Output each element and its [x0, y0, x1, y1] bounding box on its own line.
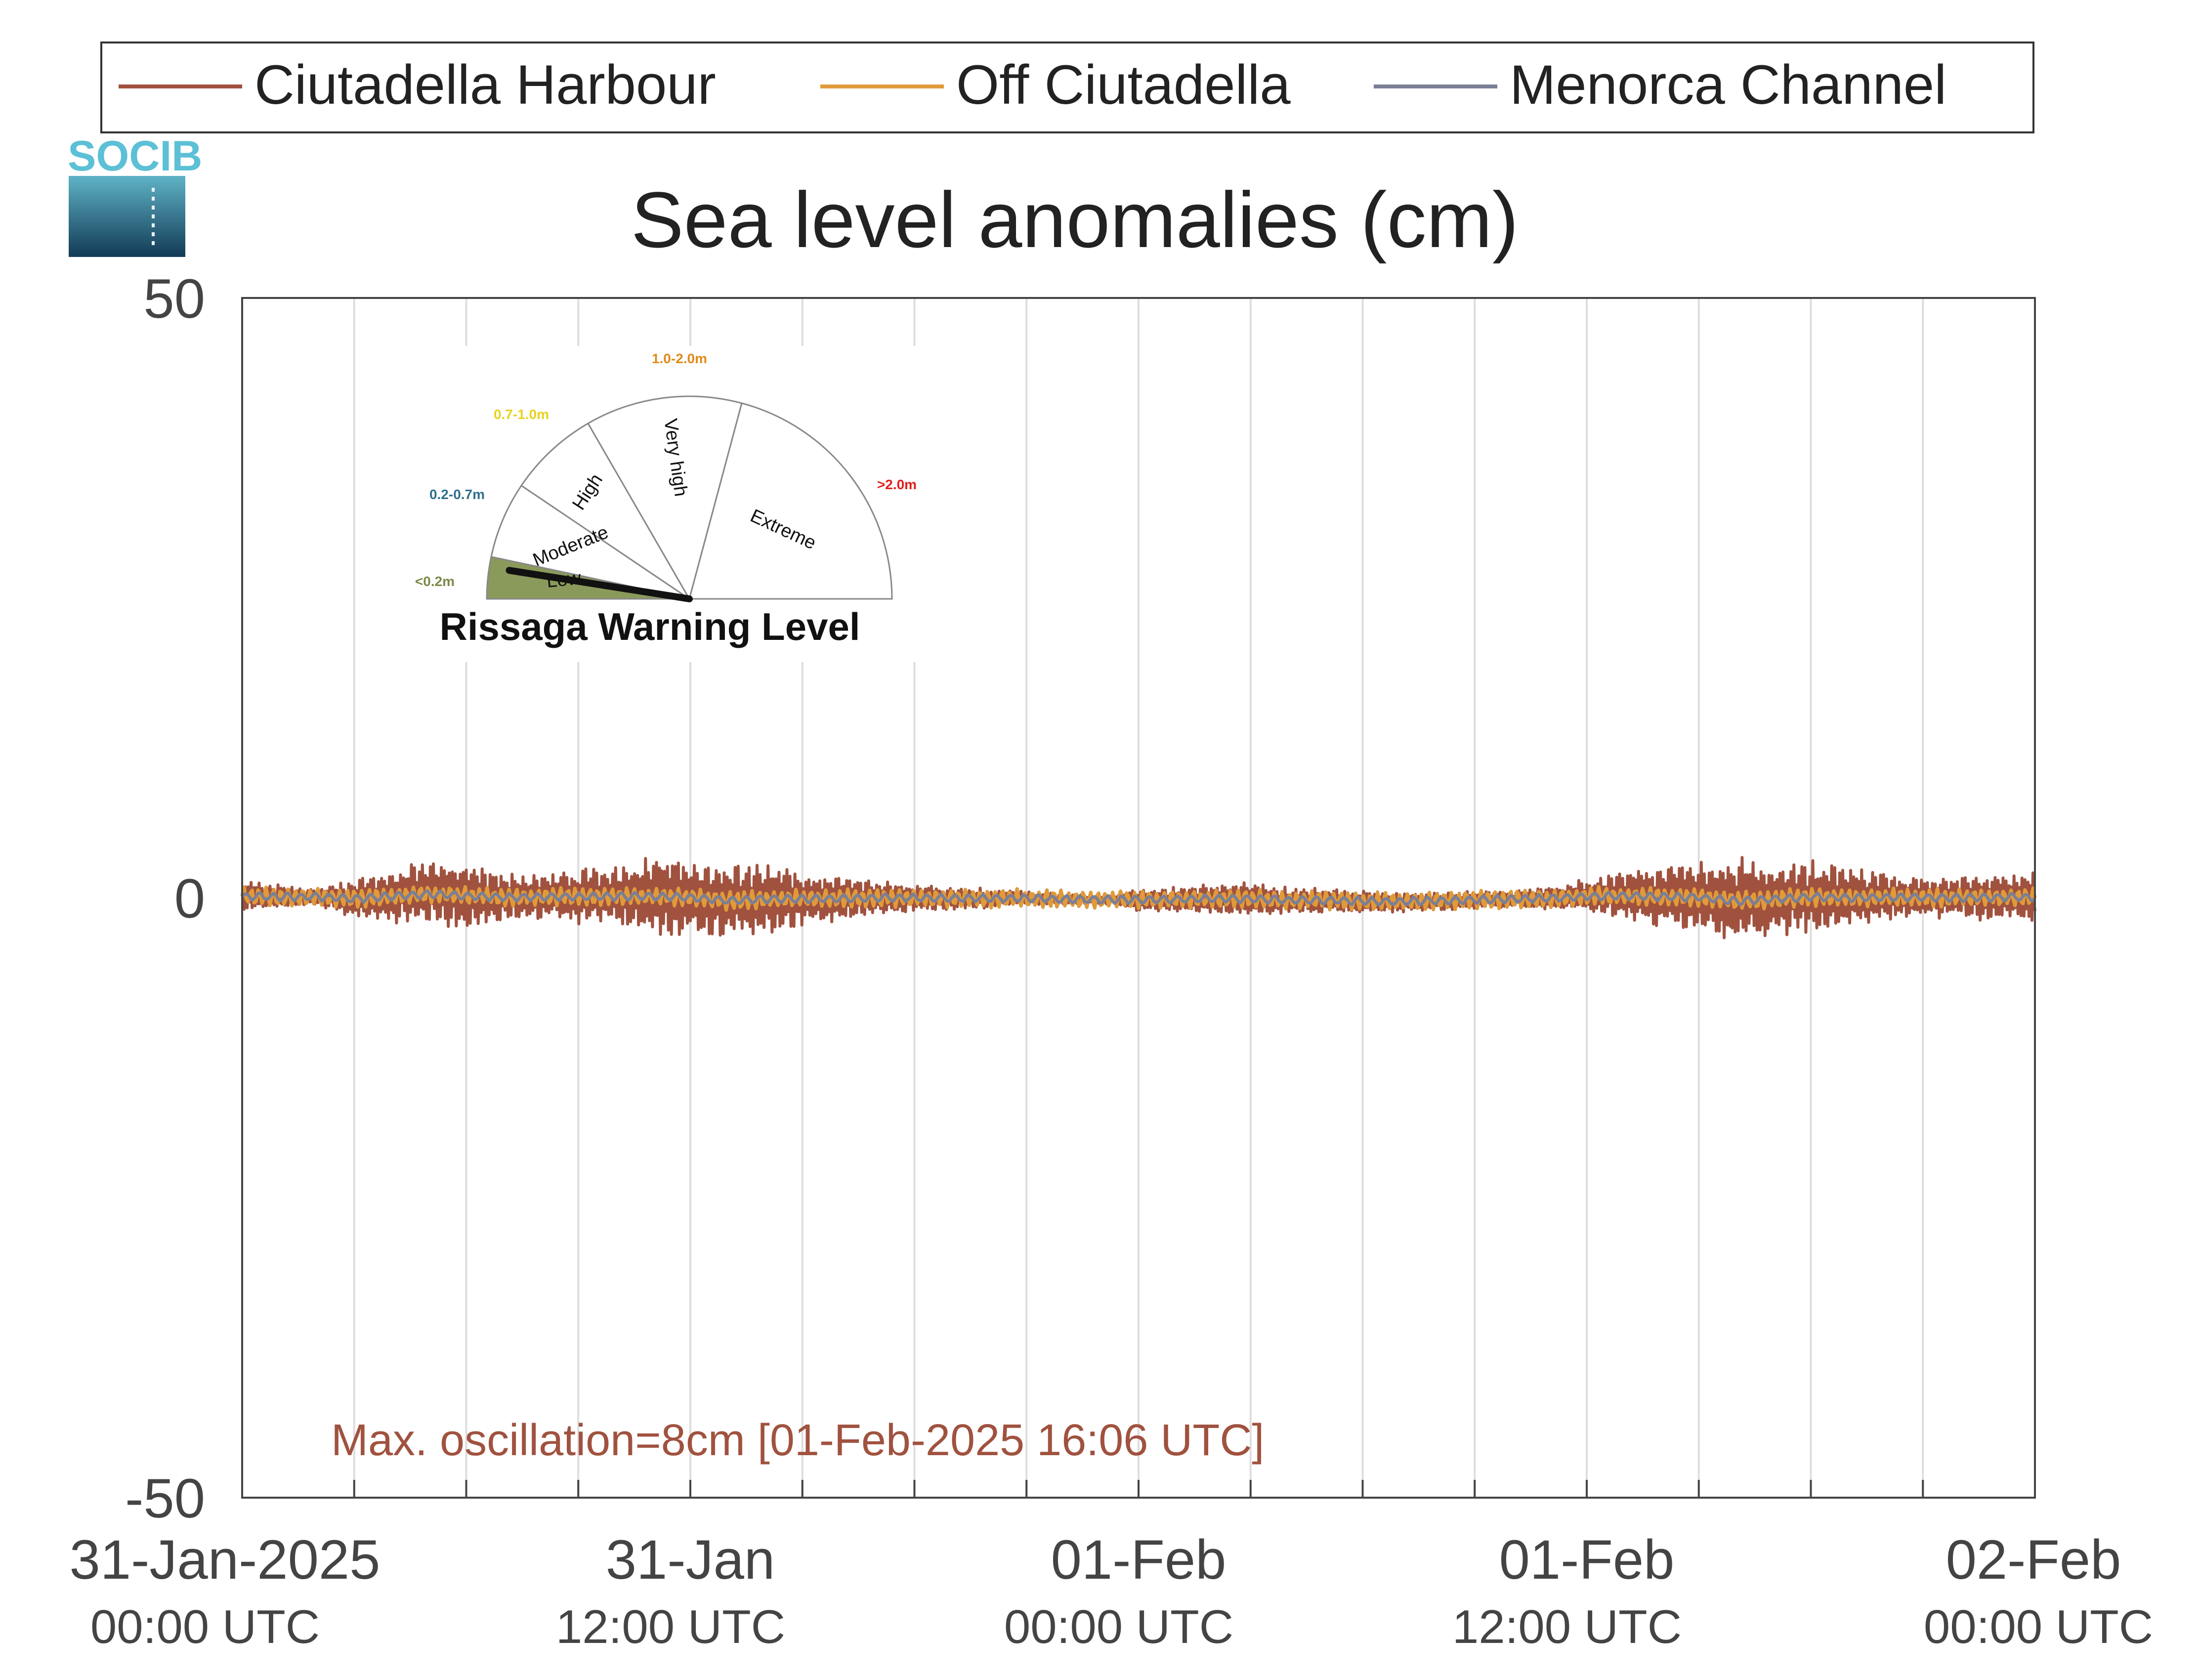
- gauge-sector: [520, 422, 690, 600]
- gauge-sector: [490, 484, 690, 600]
- max-oscillation-annotation: Max. oscillation=8cm [01-Feb-2025 16:06 …: [331, 1416, 1264, 1465]
- legend-label: Off Ciutadella: [956, 54, 1291, 116]
- gauge-range-label: >2.0m: [877, 477, 917, 492]
- x-tick-date: 31-Jan: [606, 1529, 775, 1591]
- gauge-range-label: 1.0-2.0m: [652, 351, 707, 366]
- gauge-needle: [506, 567, 693, 602]
- x-axis-labels: 31-Jan-2025 00:00 UTC 31-Jan 12:00 UTC 01-Fe…: [70, 1529, 2154, 1653]
- series-line: [240, 885, 2037, 912]
- y-tick-label: -50: [125, 1468, 205, 1529]
- series-layer: [240, 856, 2037, 939]
- x-tick-date: 01-Feb: [1051, 1529, 1226, 1591]
- series-line: [241, 889, 2036, 907]
- gauge-range-label: 0.7-1.0m: [494, 407, 549, 422]
- x-tick-time: 12:00 UTC: [1452, 1600, 1682, 1653]
- legend-label: Menorca Channel: [1510, 54, 1946, 116]
- x-tick-time: 12:00 UTC: [556, 1600, 785, 1653]
- legend-box: [100, 42, 2034, 133]
- gauge-title: Rissaga Warning Level: [439, 605, 860, 648]
- chart-title: Sea level anomalies (cm): [631, 175, 1519, 264]
- x-tick-date: 01-Feb: [1499, 1529, 1675, 1591]
- legend-label: Ciutadella Harbour: [254, 54, 716, 116]
- logo-text: SOCIB: [68, 132, 202, 180]
- rissaga-warning-gauge: Low<0.2mModerate0.2-0.7mHigh0.7-1.0mVery…: [410, 346, 929, 662]
- x-tick-time: 00:00 UTC: [1924, 1600, 2153, 1653]
- x-tick-date: 31-Jan-2025: [70, 1529, 381, 1591]
- gauge-range-label: <0.2m: [415, 574, 455, 589]
- axis-ticks: [353, 1480, 2036, 1498]
- x-tick-time: 00:00 UTC: [90, 1600, 320, 1653]
- logo-wave-block: [69, 176, 185, 257]
- y-tick-label: 50: [143, 268, 205, 330]
- legend: Ciutadella Harbour Off Ciutadella Menorca …: [100, 42, 2034, 133]
- x-tick-date: 02-Feb: [1946, 1529, 2121, 1591]
- x-tick-time: 00:00 UTC: [1004, 1600, 1233, 1653]
- y-tick-label: 0: [174, 868, 205, 929]
- gauge-sector: [587, 395, 743, 601]
- y-axis-labels: 50 0 -50: [125, 268, 205, 1529]
- gauge-sector: [688, 402, 893, 600]
- socib-logo: SOCIB: [68, 132, 202, 257]
- gauge-range-label: 0.2-0.7m: [429, 487, 485, 502]
